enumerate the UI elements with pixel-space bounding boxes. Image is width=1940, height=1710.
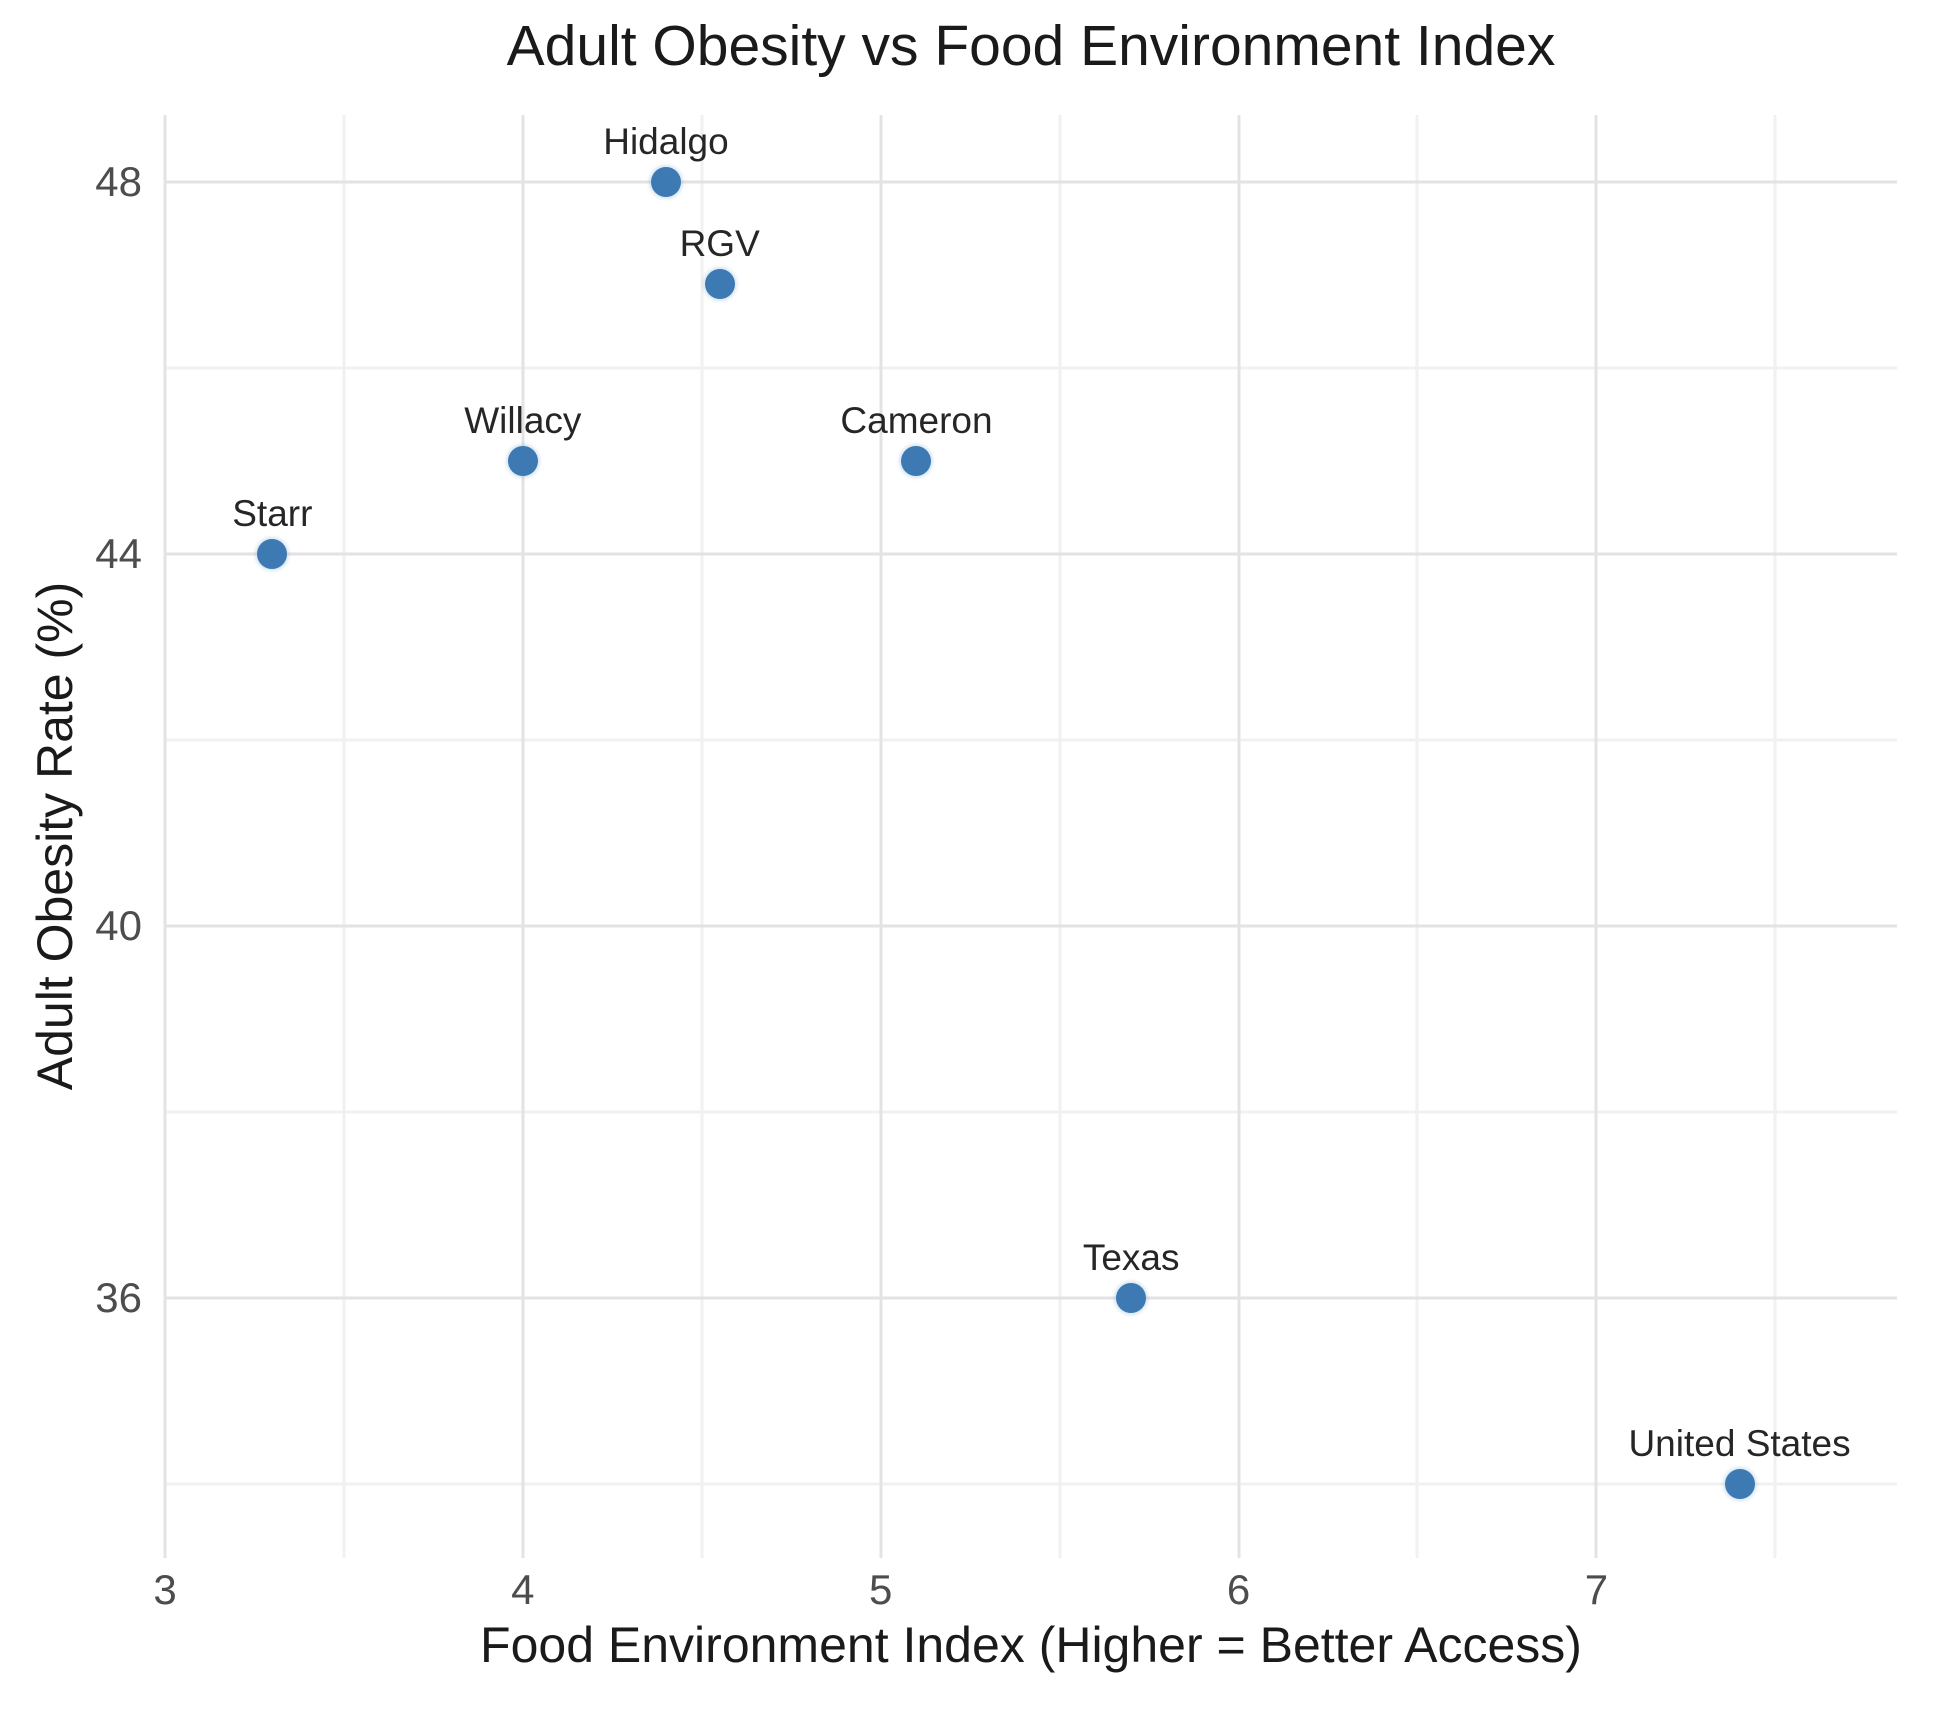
x-tick-label-5: 5 <box>869 1566 893 1613</box>
data-point-united-states <box>1724 1468 1755 1499</box>
minor-gridline-y-34 <box>165 1482 1897 1486</box>
y-axis-tick-labels: 36 40 44 48 <box>0 115 142 1558</box>
minor-gridline-x-7.5 <box>1773 115 1777 1558</box>
y-tick-label-40: 40 <box>95 901 142 949</box>
data-point-label-hidalgo: Hidalgo <box>603 120 729 162</box>
major-gridline-x-6 <box>1237 115 1241 1558</box>
data-point-willacy <box>507 445 538 476</box>
minor-gridline-x-6.5 <box>1415 115 1419 1558</box>
data-point-label-united-states: United States <box>1628 1422 1851 1464</box>
x-tick-label-7: 7 <box>1584 1566 1609 1613</box>
x-tick-label-4: 4 <box>511 1566 535 1613</box>
data-point-starr <box>257 538 288 569</box>
y-tick-label-48: 48 <box>95 157 142 205</box>
data-point-hidalgo <box>650 166 681 197</box>
data-point-label-willacy: Willacy <box>464 399 582 441</box>
major-gridline-x-5 <box>879 115 883 1558</box>
major-gridline-x-3 <box>163 115 167 1558</box>
y-tick-label-44: 44 <box>95 529 142 577</box>
chart-title: Adult Obesity vs Food Environment Index <box>506 14 1556 78</box>
data-point-rgv <box>704 269 735 300</box>
data-point-cameron <box>901 445 932 476</box>
minor-gridline-x-5.5 <box>1058 115 1062 1558</box>
minor-gridline-y-42 <box>165 738 1897 742</box>
major-gridline-y-40 <box>165 924 1897 928</box>
data-point-texas <box>1116 1282 1147 1313</box>
x-axis-tick-labels: 3 4 5 6 7 <box>153 1566 1897 1618</box>
minor-gridline-y-38 <box>165 1110 1897 1114</box>
minor-gridline-y-46 <box>165 366 1897 370</box>
data-point-label-starr: Starr <box>232 492 313 534</box>
minor-gridline-x-3.5 <box>342 115 346 1558</box>
x-axis-title: Food Environment Index (Higher = Better … <box>480 1617 1582 1673</box>
plot-area: Starr Willacy Hidalgo RGV Cameron Texas United… <box>163 115 1897 1558</box>
major-gridline-x-7 <box>1594 115 1598 1558</box>
major-gridline-y-36 <box>165 1296 1897 1300</box>
data-point-label-cameron: Cameron <box>840 399 993 441</box>
minor-gridline-x-4.5 <box>700 115 704 1558</box>
y-tick-label-36: 36 <box>95 1273 142 1321</box>
x-tick-label-6: 6 <box>1226 1566 1251 1613</box>
x-tick-label-3: 3 <box>153 1566 177 1613</box>
data-point-label-rgv: RGV <box>679 223 760 265</box>
major-gridline-x-4 <box>521 115 525 1558</box>
major-gridline-y-48 <box>165 180 1897 184</box>
major-gridline-y-44 <box>165 552 1897 556</box>
data-point-label-texas: Texas <box>1082 1236 1180 1278</box>
